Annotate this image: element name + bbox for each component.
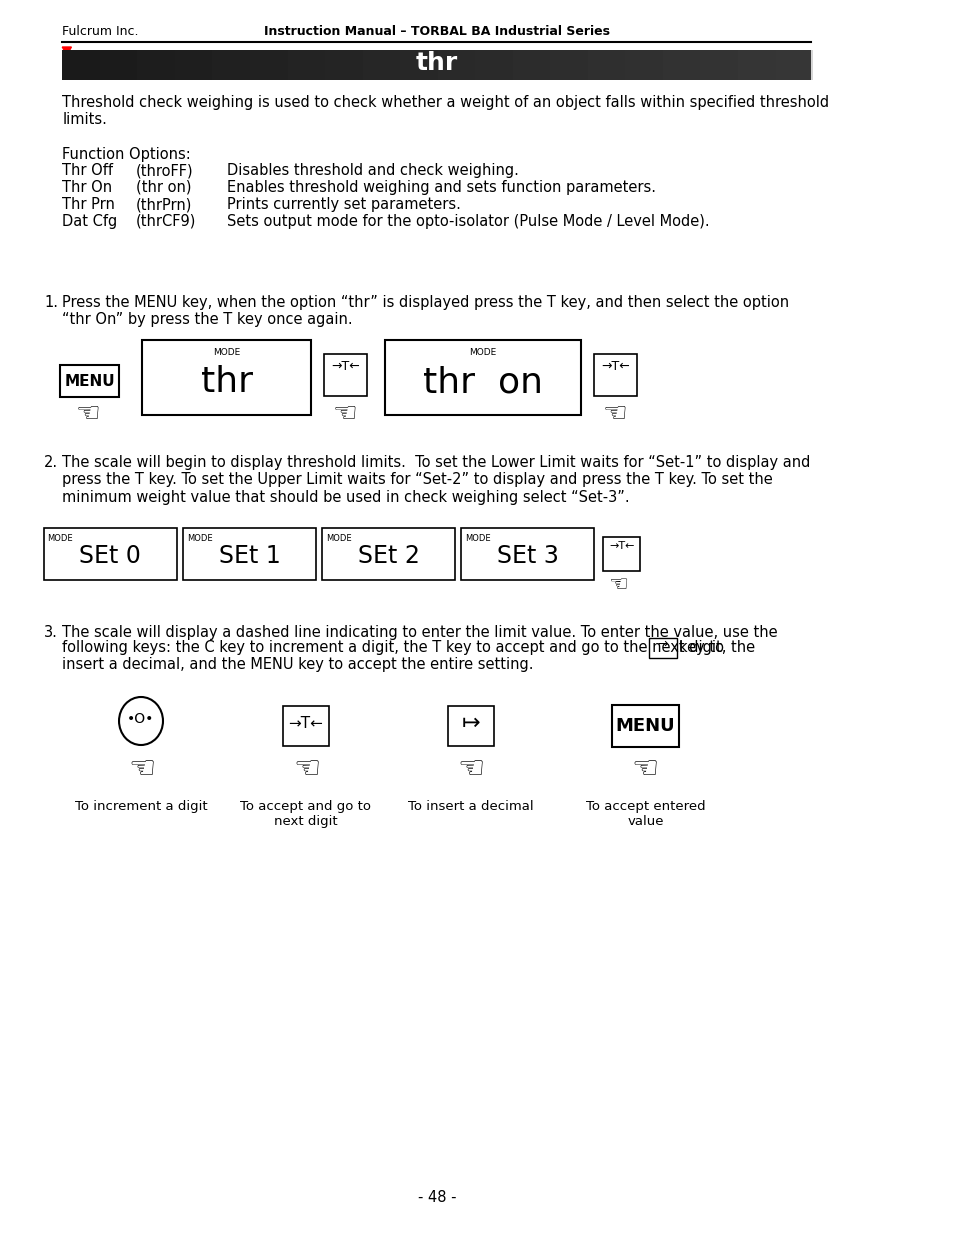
Text: insert a decimal, and the MENU key to accept the entire setting.: insert a decimal, and the MENU key to ac… bbox=[62, 657, 534, 672]
FancyBboxPatch shape bbox=[447, 706, 493, 746]
Text: SEt 3: SEt 3 bbox=[497, 543, 558, 568]
Text: Enables threshold weighing and sets function parameters.: Enables threshold weighing and sets func… bbox=[227, 180, 656, 195]
Text: Threshold check weighing is used to check whether a weight of an object falls wi: Threshold check weighing is used to chec… bbox=[62, 95, 828, 127]
Text: thr  on: thr on bbox=[422, 366, 542, 399]
Text: ☜: ☜ bbox=[128, 755, 155, 784]
Text: following keys: the C key to increment a digit, the T key to accept and go to th: following keys: the C key to increment a… bbox=[62, 640, 755, 655]
FancyBboxPatch shape bbox=[603, 537, 639, 571]
Text: 1.: 1. bbox=[44, 295, 58, 310]
Text: MODE: MODE bbox=[213, 348, 240, 357]
Text: Press the MENU key, when the option “thr” is displayed press the T key, and then: Press the MENU key, when the option “thr… bbox=[62, 295, 788, 327]
FancyBboxPatch shape bbox=[62, 49, 100, 80]
FancyBboxPatch shape bbox=[399, 49, 437, 80]
Text: 2.: 2. bbox=[44, 454, 58, 471]
Text: (thrPrn): (thrPrn) bbox=[135, 198, 192, 212]
Text: Disables threshold and check weighing.: Disables threshold and check weighing. bbox=[227, 163, 518, 178]
FancyBboxPatch shape bbox=[475, 49, 512, 80]
FancyBboxPatch shape bbox=[100, 49, 137, 80]
Text: MODE: MODE bbox=[48, 534, 73, 543]
Text: →: → bbox=[657, 637, 667, 651]
Text: 3.: 3. bbox=[44, 625, 58, 640]
FancyBboxPatch shape bbox=[594, 354, 637, 396]
FancyBboxPatch shape bbox=[283, 706, 329, 746]
Text: MENU: MENU bbox=[615, 718, 675, 735]
Text: MENU: MENU bbox=[65, 373, 115, 389]
Text: Thr On: Thr On bbox=[62, 180, 112, 195]
Text: Dat Cfg: Dat Cfg bbox=[62, 214, 117, 228]
FancyBboxPatch shape bbox=[287, 49, 325, 80]
Text: SEt 2: SEt 2 bbox=[357, 543, 419, 568]
Text: ↦: ↦ bbox=[461, 713, 479, 734]
FancyBboxPatch shape bbox=[250, 49, 287, 80]
FancyBboxPatch shape bbox=[44, 529, 176, 580]
Text: thr: thr bbox=[200, 366, 253, 399]
Text: ☜: ☜ bbox=[293, 755, 320, 784]
Text: To increment a digit: To increment a digit bbox=[74, 800, 207, 813]
Text: ☜: ☜ bbox=[332, 400, 356, 429]
Text: →T←: →T← bbox=[600, 361, 629, 373]
Text: Prints currently set parameters.: Prints currently set parameters. bbox=[227, 198, 460, 212]
FancyBboxPatch shape bbox=[512, 49, 550, 80]
Text: The scale will begin to display threshold limits.  To set the Lower Limit waits : The scale will begin to display threshol… bbox=[62, 454, 810, 505]
Text: SEt 1: SEt 1 bbox=[218, 543, 280, 568]
Text: →T←: →T← bbox=[288, 715, 323, 730]
FancyBboxPatch shape bbox=[648, 638, 676, 658]
Text: ☜: ☜ bbox=[457, 755, 485, 784]
FancyBboxPatch shape bbox=[137, 49, 174, 80]
FancyBboxPatch shape bbox=[213, 49, 250, 80]
FancyBboxPatch shape bbox=[322, 529, 455, 580]
Text: Sets output mode for the opto-isolator (Pulse Mode / Level Mode).: Sets output mode for the opto-isolator (… bbox=[227, 214, 709, 228]
Text: MODE: MODE bbox=[326, 534, 352, 543]
Text: →T←: →T← bbox=[331, 361, 359, 373]
FancyBboxPatch shape bbox=[60, 366, 119, 396]
Text: key to: key to bbox=[679, 640, 723, 655]
FancyBboxPatch shape bbox=[461, 529, 594, 580]
Text: To accept and go to
next digit: To accept and go to next digit bbox=[240, 800, 371, 827]
FancyBboxPatch shape bbox=[325, 49, 362, 80]
Text: •O•: •O• bbox=[127, 713, 154, 726]
Text: ☜: ☜ bbox=[602, 400, 627, 429]
Text: Instruction Manual – TORBAL BA Industrial Series: Instruction Manual – TORBAL BA Industria… bbox=[263, 25, 609, 38]
Text: (thr on): (thr on) bbox=[135, 180, 191, 195]
Text: Function Options:: Function Options: bbox=[62, 147, 191, 162]
FancyBboxPatch shape bbox=[611, 705, 679, 747]
Text: - 48 -: - 48 - bbox=[417, 1191, 456, 1205]
FancyBboxPatch shape bbox=[362, 49, 399, 80]
FancyBboxPatch shape bbox=[587, 49, 625, 80]
Text: MODE: MODE bbox=[187, 534, 213, 543]
FancyBboxPatch shape bbox=[625, 49, 662, 80]
Text: To insert a decimal: To insert a decimal bbox=[407, 800, 533, 813]
FancyBboxPatch shape bbox=[142, 340, 311, 415]
Text: Thr Off: Thr Off bbox=[62, 163, 113, 178]
FancyBboxPatch shape bbox=[384, 340, 580, 415]
Text: ☜: ☜ bbox=[76, 400, 101, 429]
FancyBboxPatch shape bbox=[550, 49, 587, 80]
Text: Thr Prn: Thr Prn bbox=[62, 198, 115, 212]
Text: Fulcrum Inc.: Fulcrum Inc. bbox=[62, 25, 138, 38]
FancyBboxPatch shape bbox=[174, 49, 213, 80]
FancyBboxPatch shape bbox=[662, 49, 700, 80]
Polygon shape bbox=[62, 47, 71, 56]
Text: ☜: ☜ bbox=[607, 576, 627, 595]
Text: MODE: MODE bbox=[465, 534, 490, 543]
Text: MODE: MODE bbox=[469, 348, 497, 357]
FancyBboxPatch shape bbox=[183, 529, 315, 580]
Text: ☜: ☜ bbox=[631, 755, 659, 784]
Text: thr: thr bbox=[416, 51, 457, 75]
FancyBboxPatch shape bbox=[62, 49, 810, 80]
FancyBboxPatch shape bbox=[700, 49, 738, 80]
Text: (throFF): (throFF) bbox=[135, 163, 193, 178]
Text: (thrCF9): (thrCF9) bbox=[135, 214, 195, 228]
Text: SEt 0: SEt 0 bbox=[79, 543, 141, 568]
Text: The scale will display a dashed line indicating to enter the limit value. To ent: The scale will display a dashed line ind… bbox=[62, 625, 777, 640]
FancyBboxPatch shape bbox=[738, 49, 775, 80]
FancyBboxPatch shape bbox=[775, 49, 812, 80]
Text: To accept entered
value: To accept entered value bbox=[585, 800, 704, 827]
FancyBboxPatch shape bbox=[324, 354, 367, 396]
FancyBboxPatch shape bbox=[437, 49, 475, 80]
Text: →T←: →T← bbox=[608, 541, 634, 551]
